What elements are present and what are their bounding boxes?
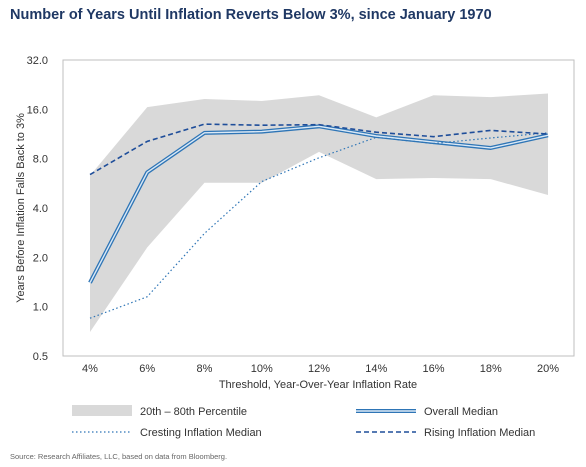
legend-label: Rising Inflation Median bbox=[424, 427, 535, 439]
legend-label: Cresting Inflation Median bbox=[140, 427, 262, 439]
y-tick-label: 16.0 bbox=[27, 104, 48, 116]
x-tick-label: 20% bbox=[537, 363, 559, 375]
legend-label: 20th – 80th Percentile bbox=[140, 406, 247, 418]
x-tick-label: 14% bbox=[365, 363, 387, 375]
x-tick-label: 12% bbox=[308, 363, 330, 375]
y-tick-label: 1.0 bbox=[33, 302, 48, 314]
legend-item-20th-80th-percentile: 20th – 80th Percentile bbox=[72, 405, 247, 418]
y-tick-label: 4.0 bbox=[33, 203, 48, 215]
y-tick-label: 2.0 bbox=[33, 252, 48, 264]
overall-median-line bbox=[88, 124, 549, 284]
overall-median-line-inner bbox=[89, 125, 549, 284]
legend-item-cresting-inflation-median: Cresting Inflation Median bbox=[72, 427, 262, 439]
legend-item-overall-median: Overall Median bbox=[356, 406, 498, 418]
y-axis-label: Years Before Inflation Falls Back to 3% bbox=[15, 113, 27, 303]
rising-inflation-median-line bbox=[89, 123, 549, 176]
chart-title: Number of Years Until Inflation Reverts … bbox=[10, 7, 492, 23]
plot-area-border bbox=[62, 59, 575, 357]
x-tick-label: 6% bbox=[139, 363, 155, 375]
x-tick-label: 18% bbox=[480, 363, 502, 375]
x-tick-label: 10% bbox=[251, 363, 273, 375]
source-note: Source: Research Affiliates, LLC, based … bbox=[10, 452, 228, 461]
y-tick-label: 32.0 bbox=[27, 55, 48, 67]
x-tick-label: 8% bbox=[197, 363, 213, 375]
percentile-band bbox=[90, 93, 548, 333]
legend-item-rising-inflation-median: Rising Inflation Median bbox=[356, 427, 535, 439]
legend-label: Overall Median bbox=[424, 406, 498, 418]
legend-swatch bbox=[72, 405, 132, 416]
x-tick-label: 4% bbox=[82, 363, 98, 375]
legend: 20th – 80th Percentile Overall Median Cres… bbox=[72, 405, 535, 439]
y-tick-label: 0.5 bbox=[33, 351, 48, 363]
x-axis-label: Threshold, Year-Over-Year Inflation Rate bbox=[219, 379, 417, 391]
x-tick-label: 16% bbox=[422, 363, 444, 375]
y-tick-label: 8.0 bbox=[33, 154, 48, 166]
